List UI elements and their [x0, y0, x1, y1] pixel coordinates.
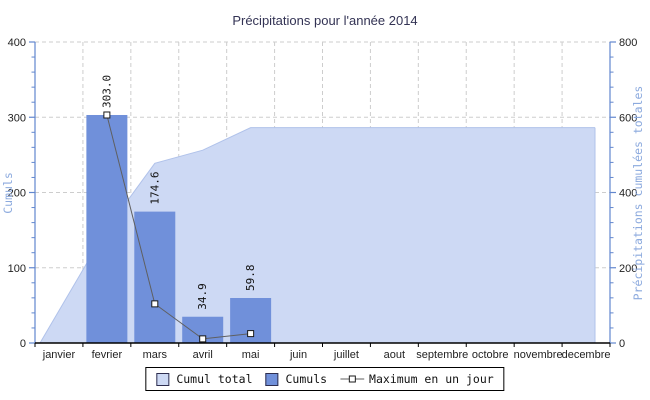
chart-title: Précipitations pour l'année 2014	[232, 13, 417, 28]
month-label-janvier: janvier	[42, 349, 76, 361]
left-tick-label: 200	[8, 188, 26, 200]
month-label-decembre: decembre	[562, 349, 611, 361]
tick-labels: 0 100 200 300 400 0 200 400 600 800 janvier fevrier…	[8, 37, 638, 361]
right-tick-label: 600	[619, 112, 637, 124]
cumuls-swatch	[265, 372, 279, 386]
right-tick-label: 200	[619, 263, 637, 275]
left-axis-title: Cumuls	[1, 172, 15, 214]
cumul-total-edge	[39, 127, 595, 344]
legend-item-cumul-total: Cumul total	[156, 372, 253, 386]
left-tick-label: 400	[8, 37, 26, 49]
right-tick-label: 800	[619, 37, 637, 49]
legend-marker	[348, 375, 356, 383]
month-label-septembre: septembre	[416, 349, 468, 361]
legend-item-cumuls: Cumuls	[265, 372, 328, 386]
month-label-juin: juin	[289, 349, 307, 361]
max-marker	[199, 335, 207, 343]
cumul-total-area	[39, 127, 596, 344]
max-marker	[103, 111, 111, 119]
max-marker	[151, 300, 159, 308]
bar-value-label: 34.9	[196, 283, 209, 310]
right-tick-label: 0	[619, 338, 625, 350]
left-tick-label: 100	[8, 263, 26, 275]
line-marker-icon	[340, 375, 365, 383]
legend-label: Cumuls	[285, 372, 328, 386]
left-tick-label: 0	[20, 338, 26, 350]
month-label-mars: mars	[143, 349, 168, 361]
legend-item-max-jour: Maximum en un jour	[340, 372, 494, 386]
month-label-fevrier: fevrier	[92, 349, 123, 361]
cumuls-bars: 303.0 174.6 34.9 59.8	[86, 75, 272, 344]
month-label-mai: mai	[242, 349, 260, 361]
bar-fevrier	[86, 114, 128, 344]
legend-label: Maximum en un jour	[369, 372, 494, 386]
axes	[29, 41, 616, 347]
bar-value-label: 59.8	[244, 265, 257, 292]
month-label-octobre: octobre	[472, 349, 509, 361]
max-per-day-line	[103, 111, 255, 343]
legend-label: Cumul total	[176, 372, 253, 386]
right-tick-label: 400	[619, 188, 637, 200]
bar-value-label: 174.6	[148, 171, 161, 204]
month-label-juillet: juillet	[333, 349, 359, 361]
chart-legend: Cumul total Cumuls Maximum en un jour	[145, 367, 505, 391]
cumul-total-swatch	[156, 372, 170, 386]
bar-value-label: 303.0	[100, 75, 113, 108]
bar-mars	[134, 211, 176, 343]
month-label-aout: aout	[384, 349, 405, 361]
month-label-novembre: novembre	[514, 349, 563, 361]
month-label-avril: avril	[193, 349, 213, 361]
cumul-total-fill	[40, 127, 595, 344]
max-marker	[247, 330, 255, 338]
left-tick-label: 300	[8, 112, 26, 124]
max-line	[106, 114, 251, 340]
right-axis-title: Précipitations cumulées totales	[631, 86, 645, 301]
